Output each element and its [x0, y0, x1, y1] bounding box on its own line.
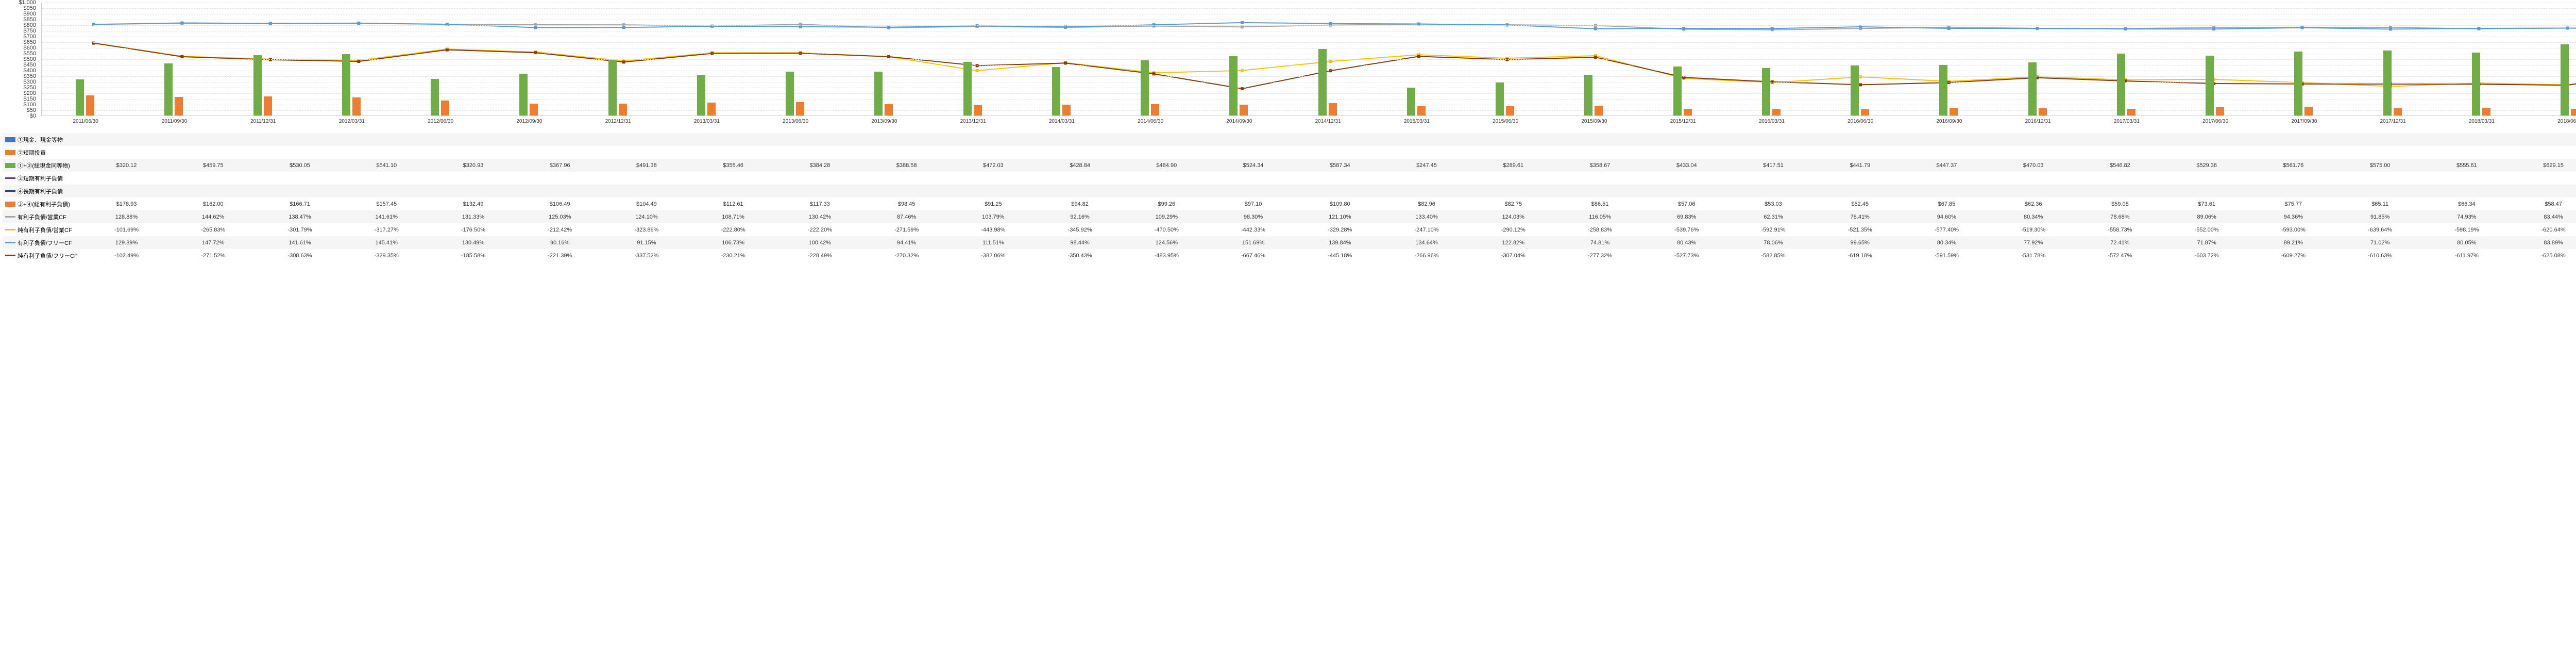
chart-plot-area	[41, 3, 2576, 116]
table-row: ③短期有利子負債③短期有利子負債	[3, 172, 2576, 185]
table-row: 純有利子負債/営業CF-101.69%-265.83%-301.79%-317.…	[3, 223, 2576, 236]
y-axis-left: $0$50$100$150$200$250$300$350$400$450$50…	[3, 3, 39, 116]
table-row: ③+④(総有利子負債)$178.93$162.00$166.71$157.45$…	[3, 197, 2576, 210]
table-row: ①現金、現金等物①現金、現金等物	[3, 133, 2576, 146]
x-axis-labels: 2011/06/302011/09/302011/12/312012/03/31…	[41, 119, 2576, 126]
table-row: 有利子負債/フリーCF129.89%147.72%141.61%145.41%1…	[3, 236, 2576, 249]
data-table-legend: ①現金、現金等物①現金、現金等物②短期投資②短期投資①+②(総現金同等物)$32…	[3, 133, 2576, 262]
table-row: 有利子負債/営業CF128.88%144.62%138.47%141.61%13…	[3, 210, 2576, 223]
table-row: ②短期投資②短期投資	[3, 146, 2576, 159]
table-row: 純有利子負債/フリーCF-102.49%-271.52%-308.63%-329…	[3, 249, 2576, 262]
table-row: ①+②(総現金同等物)$320.12$459.75$530.05$541.10$…	[3, 159, 2576, 172]
table-row: ④長期有利子負債④長期有利子負債	[3, 185, 2576, 197]
